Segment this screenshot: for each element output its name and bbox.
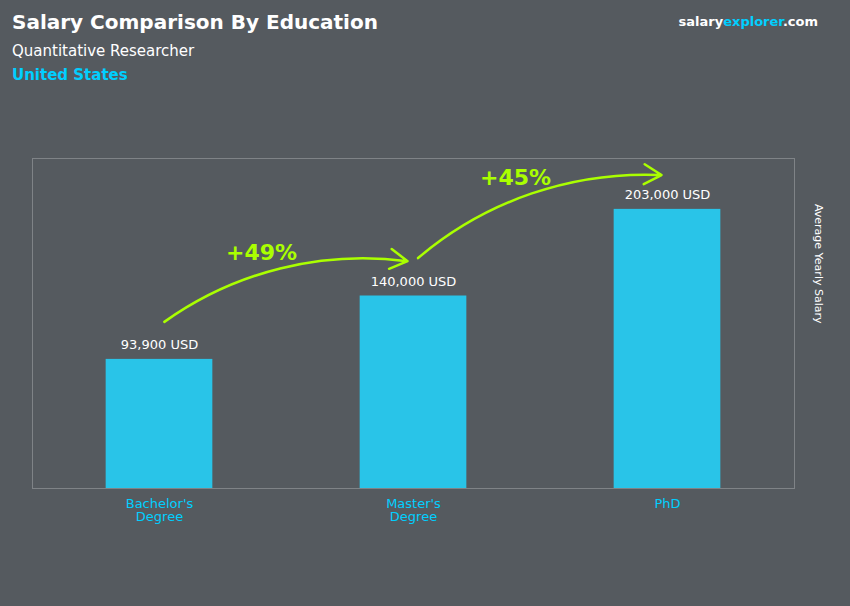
svg-text:PhD: PhD	[654, 496, 680, 511]
svg-text:Average Yearly Salary: Average Yearly Salary	[812, 204, 825, 324]
html-text:salary explorer.com: salary explorer.com	[678, 14, 818, 29]
html-text:Salary Comparison By Education: Salary Comparison By Education	[12, 10, 378, 34]
html-text:Quantitative Researcher: Quantitative Researcher	[12, 42, 195, 60]
svg-text:93,900 USD: 93,900 USD	[121, 337, 198, 352]
svg-text:+45%: +45%	[480, 165, 551, 190]
svg-text:203,000 USD: 203,000 USD	[625, 187, 711, 202]
svg-text:Master'sDegree: Master'sDegree	[386, 496, 441, 524]
html-text:United States: United States	[12, 66, 128, 84]
svg-text:+49%: +49%	[226, 240, 297, 265]
svg-text:Bachelor'sDegree: Bachelor'sDegree	[126, 496, 194, 524]
svg-text:140,000 USD: 140,000 USD	[371, 274, 457, 289]
